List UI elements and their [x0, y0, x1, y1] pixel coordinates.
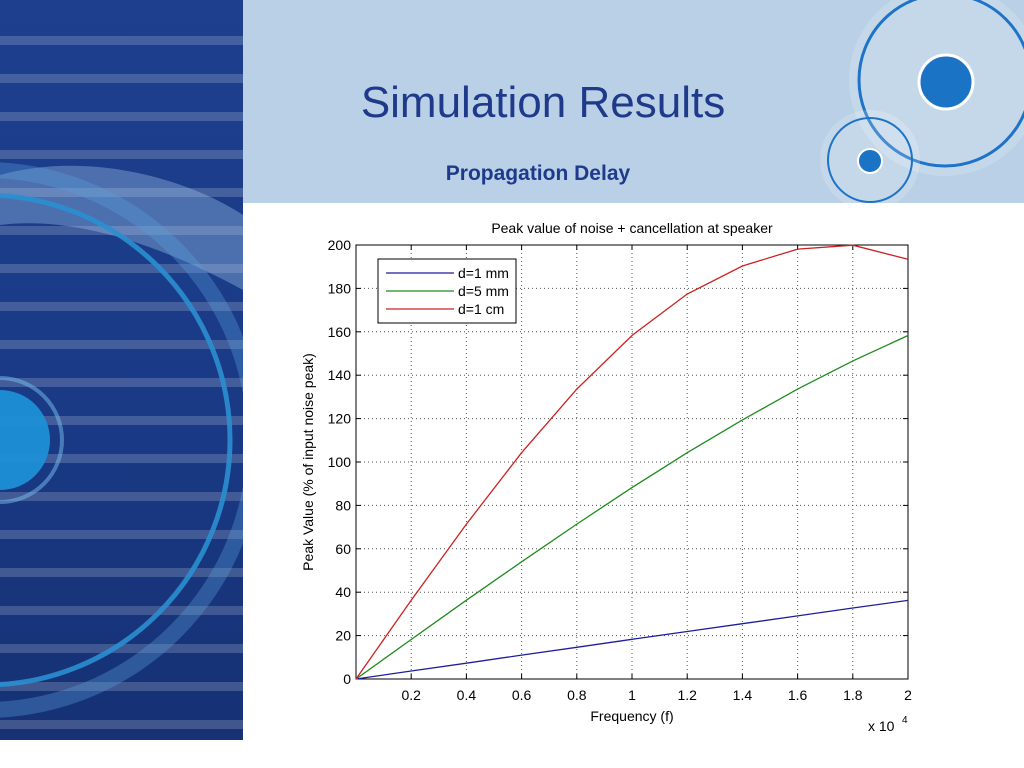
legend-label: d=1 cm: [458, 301, 504, 317]
panel-stripe: [0, 150, 243, 159]
grid-layer: [356, 245, 908, 679]
panel-stripe: [0, 188, 243, 197]
y-tick-label: 0: [343, 671, 351, 687]
y-tick-label: 40: [335, 584, 351, 600]
series-line-d-5-mm: [355, 334, 909, 680]
y-tick-label: 140: [328, 367, 352, 383]
x-tick-label: 0.6: [512, 687, 532, 703]
x-tick-label: 1.2: [677, 687, 697, 703]
x-tick-label: 1: [628, 687, 636, 703]
legend-label: d=5 mm: [458, 283, 509, 299]
x-axis-label: Frequency (f): [590, 708, 673, 724]
y-tick-label: 20: [335, 628, 351, 644]
panel-arcs: [0, 162, 243, 718]
panel-stripe: [0, 302, 243, 311]
panel-stripe: [0, 416, 243, 425]
panel-stripe: [0, 530, 243, 539]
x-axis-multiplier-exponent: 4: [902, 715, 908, 726]
panel-stripe: [0, 720, 243, 729]
x-tick-label: 2: [904, 687, 912, 703]
x-axis-multiplier: x 10: [868, 718, 895, 734]
x-tick-label: 1.8: [843, 687, 863, 703]
y-tick-label: 100: [328, 454, 352, 470]
left-decorative-panel: [0, 0, 243, 740]
panel-stripe: [0, 454, 243, 463]
y-tick-label: 160: [328, 324, 352, 340]
panel-stripe: [0, 264, 243, 273]
y-axis-label: Peak Value (% of input noise peak): [300, 353, 316, 571]
panel-stripe: [0, 644, 243, 653]
panel-stripe: [0, 340, 243, 349]
panel-stripe: [0, 606, 243, 615]
y-tick-label: 60: [335, 541, 351, 557]
panel-stripe: [0, 568, 243, 577]
chart-legend: d=1 mm d=5 mm d=1 cm: [377, 258, 517, 324]
slide-subtitle: Propagation Delay: [445, 162, 631, 185]
series-line-d-1-mm: [355, 599, 909, 680]
x-tick-label: 0.2: [401, 687, 421, 703]
panel-stripe: [0, 492, 243, 501]
chart-title: Peak value of noise + cancellation at sp…: [491, 220, 773, 236]
panel-stripe: [0, 378, 243, 387]
header-decorative-circles: [820, 0, 1024, 203]
x-tick-label: 0.4: [457, 687, 477, 703]
y-tick-label: 180: [328, 280, 352, 296]
y-tick-label: 120: [328, 411, 352, 427]
series-line-d-1-cm: [355, 244, 909, 680]
x-tick-label: 1.6: [788, 687, 808, 703]
panel-stripe: [0, 112, 243, 121]
panel-stripe: [0, 226, 243, 235]
slide-title: Simulation Results: [360, 78, 726, 127]
legend-label: d=1 mm: [458, 265, 509, 281]
y-tick-label: 200: [328, 237, 352, 253]
chart-background: [243, 203, 1024, 740]
panel-stripe: [0, 36, 243, 45]
panel-stripe: [0, 74, 243, 83]
header-band: [243, 0, 1024, 203]
y-tick-label: 80: [335, 497, 351, 513]
line-chart: 0.2 0.4 0.6 0.8 1 1.2 1.4 1.6 1.8 202040608010012…: [243, 203, 1024, 740]
x-tick-label: 0.8: [567, 687, 587, 703]
panel-stripe: [0, 682, 243, 691]
x-tick-label: 1.4: [733, 687, 753, 703]
series-layer: [355, 244, 909, 680]
ticks-layer: 0.2 0.4 0.6 0.8 1 1.2 1.4 1.6 1.8 202040608010012…: [328, 237, 912, 703]
